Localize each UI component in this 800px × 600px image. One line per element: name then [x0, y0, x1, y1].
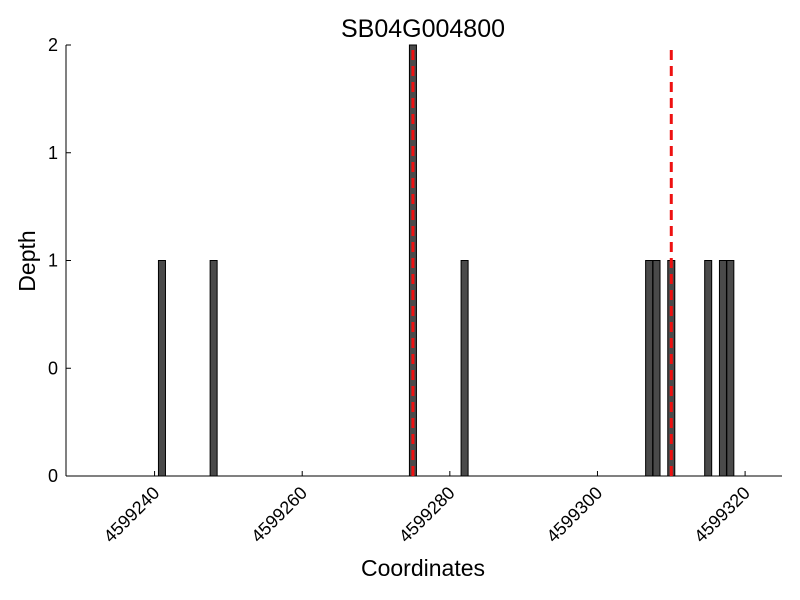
- depth-bar: [645, 260, 654, 477]
- depth-bar: [652, 260, 661, 477]
- y-tick-label: 1: [48, 143, 58, 163]
- depth-bar: [209, 260, 218, 477]
- depth-bar: [718, 260, 727, 477]
- y-tick-label: 2: [48, 35, 58, 55]
- x-tick-label: 4599320: [690, 483, 754, 547]
- plot-area: 0 0 1 1 2 4599240 4599260 4599280 4599300 4599320: [48, 35, 782, 546]
- x-tick-label: 4599260: [247, 483, 311, 547]
- x-tick-label: 4599240: [100, 483, 164, 547]
- y-tick-label: 0: [48, 358, 58, 378]
- depth-bar: [460, 260, 469, 477]
- y-tick-label: 0: [48, 466, 58, 486]
- chart-title: SB04G004800: [341, 15, 505, 43]
- y-tick-label: 1: [48, 251, 58, 271]
- x-tick-label: 4599280: [395, 483, 459, 547]
- x-axis-label: Coordinates: [361, 555, 485, 581]
- y-axis-label: Depth: [14, 230, 40, 291]
- x-tick-label: 4599300: [543, 483, 607, 547]
- depth-bar: [726, 260, 735, 477]
- depth-bar: [704, 260, 713, 477]
- depth-bar: [157, 260, 166, 477]
